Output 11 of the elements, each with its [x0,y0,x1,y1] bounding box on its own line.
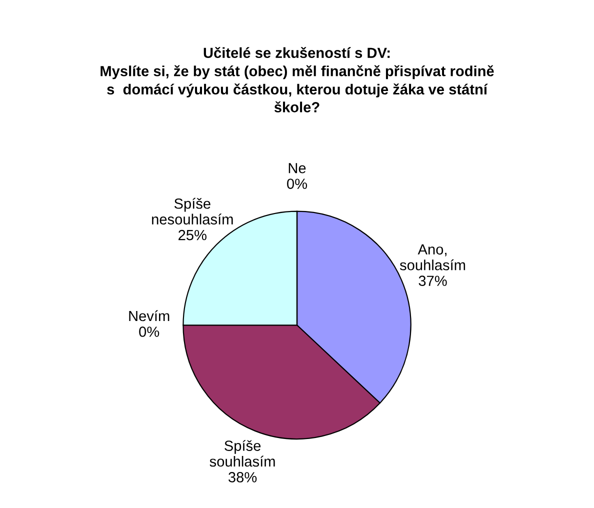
data-label: 38% [228,472,257,482]
slice-label: Ano, souhlasím [400,244,466,270]
text: 0% [287,178,308,189]
data-label: 25% [178,230,206,240]
slice-label: Spíše nesouhlasím [152,198,233,225]
category-label: Nevím [129,310,170,322]
category-label: Ne [288,163,306,174]
slice-label: Spíše souhlasím [210,440,275,467]
chart-title: Učitelé se zkušeností s DV: Myslíte si, že by stát (obec) měl finančně přispívat rodině s domácí výukou částkou, kterou dotuje žáka ve státní škole? [100,46,494,112]
data-label: 37% [418,276,447,286]
text: 0% [139,326,160,337]
